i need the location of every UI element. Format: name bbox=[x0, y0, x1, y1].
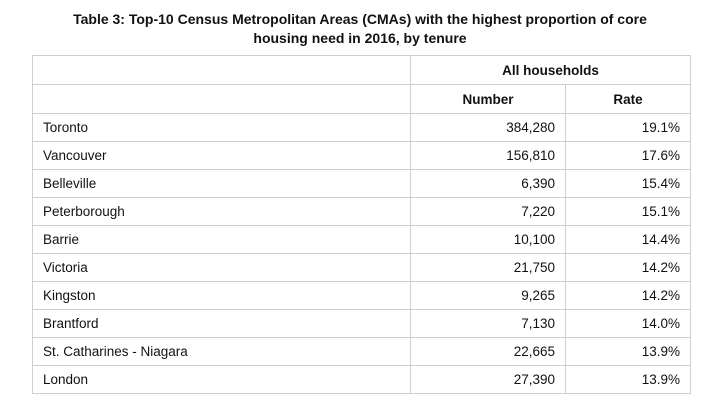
rate-cell: 14.2% bbox=[564, 281, 692, 310]
number-cell: 27,390 bbox=[410, 365, 566, 394]
rate-cell: 14.2% bbox=[564, 253, 692, 282]
number-cell: 7,130 bbox=[410, 309, 566, 338]
table-row: Toronto 384,280 19.1% bbox=[32, 113, 692, 142]
cma-name-cell: Belleville bbox=[32, 169, 411, 198]
rate-cell: 14.0% bbox=[564, 309, 692, 338]
table-title-line-2: housing need in 2016, by tenure bbox=[253, 30, 467, 46]
table-row: Victoria 21,750 14.2% bbox=[32, 253, 692, 282]
rate-cell: 14.4% bbox=[564, 225, 692, 254]
cma-name-cell: Vancouver bbox=[32, 141, 411, 170]
header-number: Number bbox=[410, 84, 566, 114]
cma-name-cell: Peterborough bbox=[32, 197, 411, 226]
number-cell: 21,750 bbox=[410, 253, 566, 282]
cma-name-cell: St. Catharines - Niagara bbox=[32, 337, 411, 366]
table-row: St. Catharines - Niagara 22,665 13.9% bbox=[32, 337, 692, 366]
header-rate: Rate bbox=[564, 84, 692, 114]
rate-cell: 15.4% bbox=[564, 169, 692, 198]
cma-name-cell: Kingston bbox=[32, 281, 411, 310]
table-title: Table 3: Top-10 Census Metropolitan Area… bbox=[0, 10, 720, 48]
cma-name-cell: Victoria bbox=[32, 253, 411, 282]
rate-cell: 17.6% bbox=[564, 141, 692, 170]
number-cell: 9,265 bbox=[410, 281, 566, 310]
number-cell: 6,390 bbox=[410, 169, 566, 198]
rate-cell: 13.9% bbox=[564, 365, 692, 394]
number-cell: 7,220 bbox=[410, 197, 566, 226]
rate-cell: 19.1% bbox=[564, 113, 692, 142]
table-row: Belleville 6,390 15.4% bbox=[32, 169, 692, 198]
table-row: London 27,390 13.9% bbox=[32, 365, 692, 394]
cma-name-cell: Toronto bbox=[32, 113, 411, 142]
cma-name-cell: Barrie bbox=[32, 225, 411, 254]
rate-cell: 13.9% bbox=[564, 337, 692, 366]
header-row-group: All households bbox=[32, 55, 692, 85]
table-row: Kingston 9,265 14.2% bbox=[32, 281, 692, 310]
number-cell: 156,810 bbox=[410, 141, 566, 170]
table-row: Peterborough 7,220 15.1% bbox=[32, 197, 692, 226]
number-cell: 10,100 bbox=[410, 225, 566, 254]
header-row-columns: Number Rate bbox=[32, 84, 692, 114]
header-empty-cell bbox=[32, 55, 411, 85]
header-all-households: All households bbox=[409, 55, 692, 85]
rate-cell: 15.1% bbox=[564, 197, 692, 226]
table-row: Vancouver 156,810 17.6% bbox=[32, 141, 692, 170]
number-cell: 22,665 bbox=[410, 337, 566, 366]
table-title-line-1: Table 3: Top-10 Census Metropolitan Area… bbox=[73, 11, 647, 27]
cma-name-cell: London bbox=[32, 365, 411, 394]
number-cell: 384,280 bbox=[410, 113, 566, 142]
cma-housing-table: All households Number Rate Toronto 384,2… bbox=[32, 55, 692, 394]
header-empty-cell bbox=[32, 84, 411, 114]
table-row: Brantford 7,130 14.0% bbox=[32, 309, 692, 338]
cma-name-cell: Brantford bbox=[32, 309, 411, 338]
table-row: Barrie 10,100 14.4% bbox=[32, 225, 692, 254]
